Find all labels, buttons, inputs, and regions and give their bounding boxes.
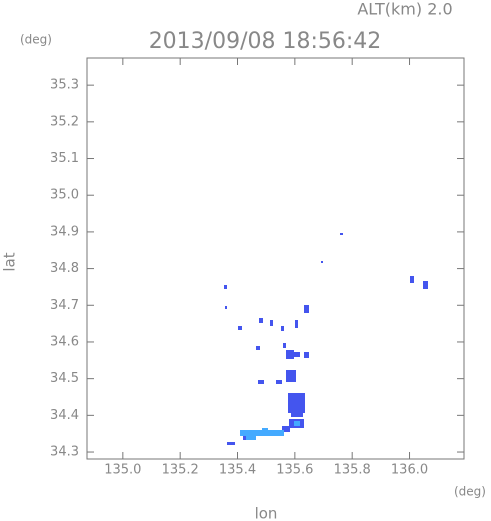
x-axis-label: lon [255,505,278,521]
x-tick-label: 135.6 [276,463,313,478]
x-unit: (deg) [454,485,486,499]
y-tick-label: 34.3 [50,445,79,460]
radar-echoes-light [240,421,300,440]
radar-echoes [224,233,428,445]
chart-title: 2013/09/08 18:56:42 [149,29,382,54]
y-tick-label: 35.2 [50,114,79,129]
y-tick-label: 35.0 [50,188,79,203]
y-tick-label: 35.1 [50,151,79,166]
x-tick-label: 135.0 [104,463,141,478]
altitude-label: ALT(km) 2.0 [357,0,452,19]
x-tick-label: 135.4 [219,463,256,478]
y-tick-label: 35.3 [50,78,79,93]
x-tick-label: 135.2 [162,463,199,478]
y-tick-label: 34.6 [50,334,79,349]
y-tick-label: 34.4 [50,408,79,423]
y-tick-label: 34.7 [50,298,79,313]
y-tick-label: 34.9 [50,224,79,239]
y-unit: (deg) [20,33,52,47]
x-tick-label: 135.8 [334,463,371,478]
plot-frame [86,57,465,460]
y-axis-label: lat [1,252,19,271]
x-tick-label: 136.0 [391,463,428,478]
y-tick-label: 34.8 [50,261,79,276]
y-tick-label: 34.5 [50,371,79,386]
